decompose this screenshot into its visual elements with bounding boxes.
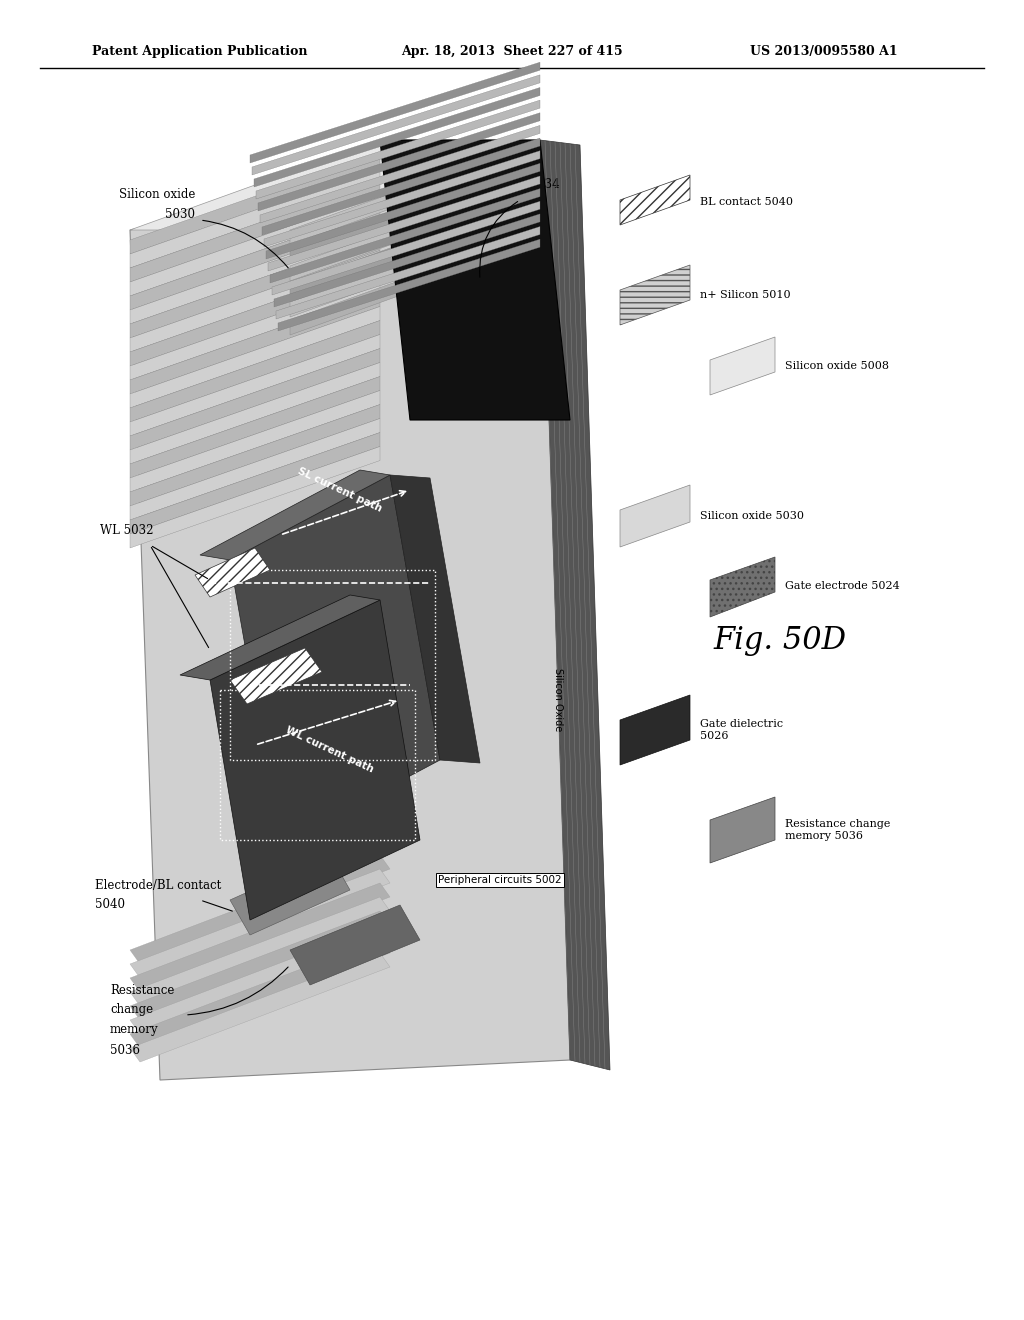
Polygon shape — [268, 176, 540, 271]
Polygon shape — [130, 391, 380, 492]
Text: Patent Application Publication: Patent Application Publication — [92, 45, 308, 58]
Polygon shape — [710, 557, 775, 616]
Polygon shape — [130, 404, 380, 506]
Polygon shape — [130, 363, 380, 465]
Text: Electrode/BL contact: Electrode/BL contact — [95, 879, 221, 891]
Text: Silicon oxide 5030: Silicon oxide 5030 — [700, 511, 804, 521]
Polygon shape — [130, 166, 380, 268]
Polygon shape — [130, 883, 390, 993]
Text: SL current path: SL current path — [296, 466, 384, 513]
Polygon shape — [250, 62, 540, 162]
Polygon shape — [230, 475, 440, 845]
Polygon shape — [274, 214, 540, 308]
Polygon shape — [254, 87, 540, 187]
Polygon shape — [130, 293, 380, 393]
Text: WL current path: WL current path — [285, 725, 376, 775]
Text: change: change — [110, 1003, 154, 1016]
Text: SL 5034: SL 5034 — [510, 178, 560, 191]
Polygon shape — [130, 855, 390, 964]
Polygon shape — [130, 348, 380, 450]
Polygon shape — [264, 150, 540, 247]
Text: Silicon oxide: Silicon oxide — [119, 189, 195, 202]
Polygon shape — [710, 337, 775, 395]
Polygon shape — [390, 475, 480, 763]
Polygon shape — [130, 898, 390, 1006]
Polygon shape — [130, 153, 380, 253]
Text: Resistance change
memory 5036: Resistance change memory 5036 — [785, 820, 891, 841]
Polygon shape — [130, 418, 380, 520]
Polygon shape — [130, 334, 380, 436]
Polygon shape — [540, 140, 610, 1071]
Polygon shape — [195, 548, 270, 597]
Polygon shape — [272, 201, 540, 294]
Polygon shape — [130, 446, 380, 548]
Polygon shape — [620, 484, 690, 546]
Polygon shape — [260, 125, 540, 223]
Polygon shape — [130, 194, 380, 296]
Polygon shape — [230, 855, 350, 935]
Polygon shape — [130, 279, 380, 380]
Polygon shape — [620, 696, 690, 766]
Polygon shape — [262, 139, 540, 235]
Polygon shape — [130, 376, 380, 478]
Polygon shape — [290, 906, 420, 985]
Text: US 2013/0095580 A1: US 2013/0095580 A1 — [751, 45, 898, 58]
Text: memory: memory — [110, 1023, 159, 1036]
Text: Gate dielectric
5026: Gate dielectric 5026 — [700, 719, 783, 741]
Text: Gate electrode 5024: Gate electrode 5024 — [785, 581, 900, 591]
Polygon shape — [290, 230, 540, 335]
Polygon shape — [276, 227, 540, 319]
Text: Silicon oxide 5008: Silicon oxide 5008 — [785, 360, 889, 371]
Polygon shape — [130, 306, 380, 408]
Polygon shape — [256, 100, 540, 199]
Polygon shape — [130, 223, 380, 323]
Text: Fig. 50D: Fig. 50D — [714, 624, 847, 656]
Text: WL 5032: WL 5032 — [100, 524, 154, 536]
Polygon shape — [130, 181, 380, 282]
Polygon shape — [710, 797, 775, 863]
Polygon shape — [266, 164, 540, 259]
Polygon shape — [130, 939, 390, 1048]
Polygon shape — [130, 140, 540, 230]
Polygon shape — [620, 265, 690, 325]
Polygon shape — [258, 112, 540, 211]
Polygon shape — [200, 470, 390, 560]
Text: BL contact 5040: BL contact 5040 — [700, 197, 793, 207]
Polygon shape — [290, 158, 540, 263]
Polygon shape — [130, 209, 380, 310]
Polygon shape — [230, 648, 322, 704]
Polygon shape — [278, 239, 540, 331]
Text: 5030: 5030 — [165, 209, 195, 222]
Polygon shape — [290, 176, 540, 281]
Text: 5036: 5036 — [110, 1044, 140, 1056]
Polygon shape — [210, 601, 420, 920]
Polygon shape — [130, 140, 570, 1080]
Polygon shape — [130, 236, 380, 338]
Polygon shape — [290, 213, 540, 317]
Text: Peripheral circuits 5002: Peripheral circuits 5002 — [438, 875, 562, 884]
Polygon shape — [130, 953, 390, 1063]
Polygon shape — [252, 75, 540, 176]
Polygon shape — [270, 189, 540, 282]
Polygon shape — [180, 595, 380, 680]
Text: Silicon Oxide: Silicon Oxide — [553, 668, 563, 731]
Polygon shape — [620, 176, 690, 224]
Polygon shape — [380, 140, 570, 420]
Polygon shape — [130, 433, 380, 535]
Text: Apr. 18, 2013  Sheet 227 of 415: Apr. 18, 2013 Sheet 227 of 415 — [401, 45, 623, 58]
Polygon shape — [130, 869, 390, 978]
Polygon shape — [130, 925, 390, 1034]
Text: n+ Silicon 5010: n+ Silicon 5010 — [700, 290, 791, 300]
Polygon shape — [290, 140, 540, 246]
Polygon shape — [130, 264, 380, 366]
Polygon shape — [130, 911, 390, 1020]
Text: 5040: 5040 — [95, 899, 125, 912]
Polygon shape — [130, 321, 380, 422]
Polygon shape — [130, 251, 380, 352]
Text: Resistance: Resistance — [110, 983, 174, 997]
Polygon shape — [290, 194, 540, 300]
